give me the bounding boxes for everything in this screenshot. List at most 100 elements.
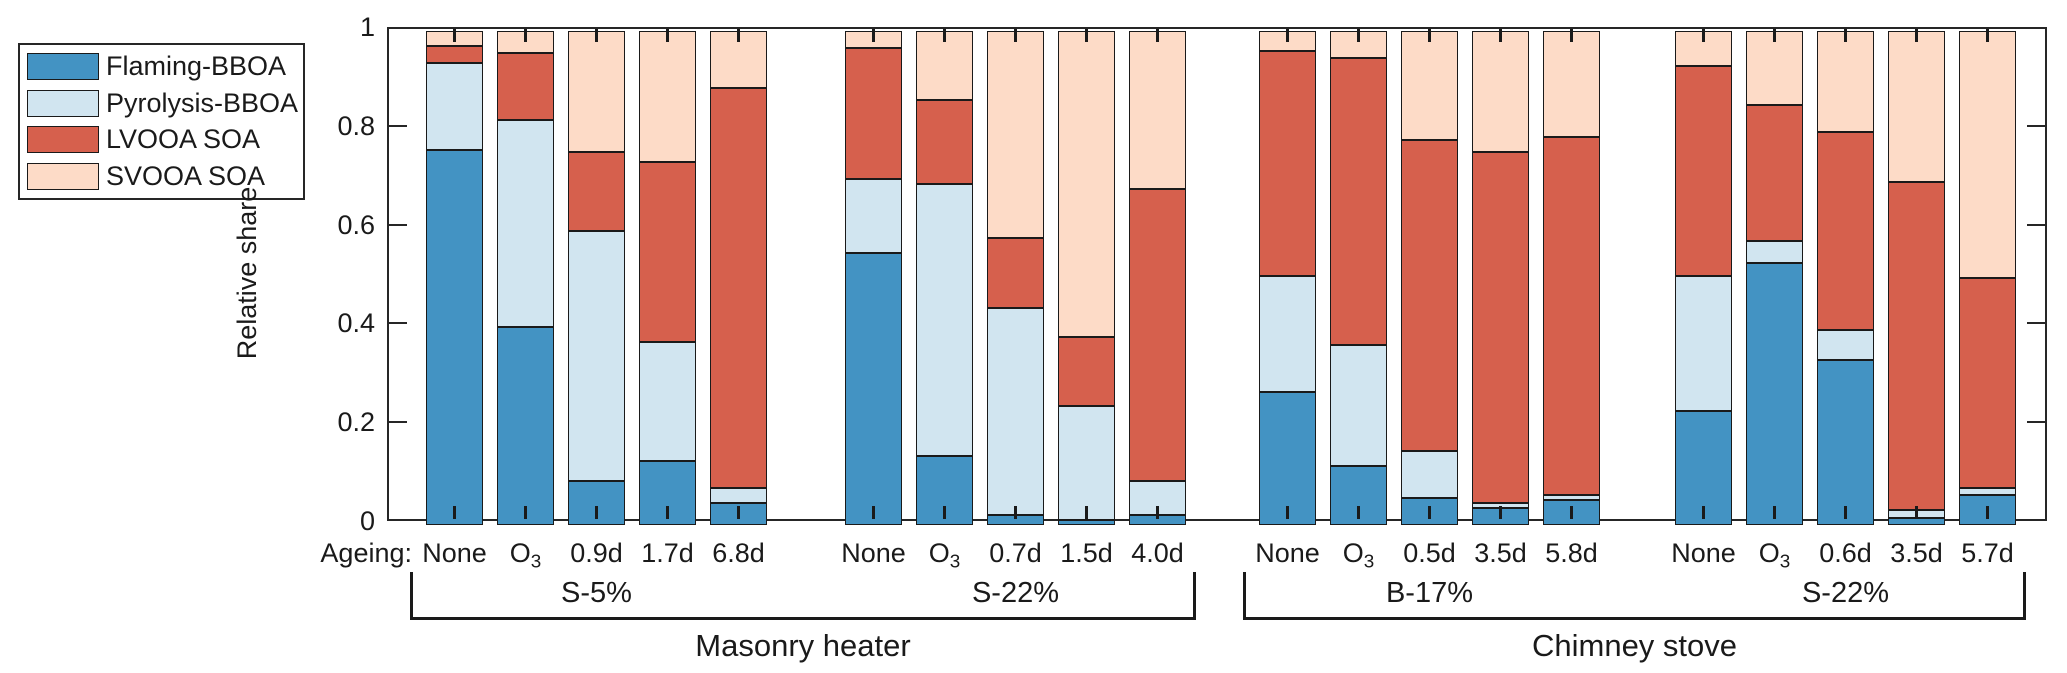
x-tick-mark-bottom (1773, 506, 1776, 519)
legend-label: Flaming-BBOA (106, 51, 287, 82)
x-tick-mark-top (453, 29, 456, 42)
x-tick-mark-top (1156, 29, 1159, 42)
pyrolysis-bboa-swatch (27, 89, 99, 117)
bar-segment-lvooa-soa (1817, 132, 1874, 330)
bar-segment-lvooa-soa (916, 100, 973, 185)
bar-segment-pyrolysis-bboa (1058, 406, 1115, 521)
stacked-bar (1129, 29, 1186, 525)
bar-segment-lvooa-soa (1330, 58, 1387, 345)
bar-segment-lvooa-soa (1401, 139, 1458, 451)
bar-segment-pyrolysis-bboa (1259, 275, 1316, 392)
x-tick-mark-bottom (1986, 506, 1989, 519)
x-tick-mark-top (943, 29, 946, 42)
x-tick-mark-top (1428, 29, 1431, 42)
bar-segment-lvooa-soa (987, 238, 1044, 308)
x-tick-mark-bottom (943, 506, 946, 519)
x-tick-mark-top (1773, 29, 1776, 42)
x-tick-mark-top (1915, 29, 1918, 42)
bracket-cap-left (1243, 572, 1246, 620)
legend-item: Flaming-BBOA (20, 52, 303, 81)
bar-segment-svooa-soa (1330, 31, 1387, 59)
bar-segment-pyrolysis-bboa (987, 307, 1044, 516)
x-tick-label: None (1255, 538, 1320, 568)
x-tick-mark-bottom (1428, 506, 1431, 519)
x-tick-mark-bottom (453, 506, 456, 519)
ageing-prefix-label: Ageing: (320, 538, 412, 568)
y-tick-mark-left (389, 223, 407, 226)
legend-item: Pyrolysis-BBOA (20, 88, 303, 118)
x-tick-label: None (1671, 538, 1736, 568)
bar-segment-pyrolysis-bboa (1675, 275, 1732, 412)
x-tick-mark-bottom (1499, 506, 1502, 519)
bracket-cap-left (410, 572, 413, 620)
bar-segment-svooa-soa (1401, 31, 1458, 140)
x-tick-label: O3 (1342, 538, 1375, 573)
bar-segment-lvooa-soa (497, 53, 554, 120)
stacked-bar (916, 29, 973, 525)
y-tick-mark-left (389, 322, 407, 325)
x-tick-label: 5.7d (1961, 538, 2014, 568)
bar-segment-lvooa-soa (1543, 137, 1600, 496)
x-tick-mark-top (666, 29, 669, 42)
fuel-group-label: B-17% (1385, 577, 1474, 609)
fuel-group-label: S-22% (971, 577, 1060, 609)
y-tick-mark-left (389, 421, 407, 424)
bar-segment-flaming-bboa (1746, 263, 1803, 525)
stacked-bar (1959, 29, 2016, 525)
bar-segment-pyrolysis-bboa (845, 179, 902, 254)
x-tick-label: 0.7d (989, 538, 1042, 568)
bar-segment-lvooa-soa (1058, 337, 1115, 407)
bar-segment-flaming-bboa (1259, 391, 1316, 525)
bar-segment-lvooa-soa (1129, 189, 1186, 481)
bar-segment-flaming-bboa (568, 480, 625, 525)
bar-segment-svooa-soa (1959, 31, 2016, 278)
x-tick-label: 0.5d (1403, 538, 1456, 568)
bar-segment-pyrolysis-bboa (639, 342, 696, 461)
stacked-bar (710, 29, 767, 525)
stacked-bar (987, 29, 1044, 525)
stacked-bar (1675, 29, 1732, 525)
x-tick-mark-bottom (1570, 506, 1573, 519)
bar-segment-lvooa-soa (426, 45, 483, 64)
bar-segment-pyrolysis-bboa (916, 184, 973, 456)
x-tick-mark-bottom (1156, 506, 1159, 519)
bar-segment-lvooa-soa (845, 48, 902, 180)
x-tick-mark-top (1570, 29, 1573, 42)
x-tick-mark-top (524, 29, 527, 42)
stacked-bar (1746, 29, 1803, 525)
y-tick-label: 0 (359, 506, 375, 536)
x-tick-label: 3.5d (1474, 538, 1527, 568)
lvooa-soa-swatch (27, 126, 99, 154)
bracket-line (1243, 617, 2026, 620)
bracket-line (410, 617, 1196, 620)
stacked-bar (497, 29, 554, 525)
bar-segment-svooa-soa (1058, 31, 1115, 338)
bar-segment-svooa-soa (1129, 31, 1186, 190)
x-tick-mark-bottom (1014, 506, 1017, 519)
y-tick-label: 0.8 (337, 110, 375, 141)
bar-segment-lvooa-soa (1675, 65, 1732, 276)
bar-segment-svooa-soa (1746, 31, 1803, 106)
y-tick-mark-left (389, 124, 407, 127)
y-tick-label: 0.2 (337, 407, 375, 438)
bar-segment-pyrolysis-bboa (568, 231, 625, 481)
x-tick-mark-top (1499, 29, 1502, 42)
bar-segment-lvooa-soa (639, 161, 696, 343)
svooa-soa-swatch (27, 162, 99, 190)
bar-segment-pyrolysis-bboa (710, 487, 767, 503)
y-tick-mark-right (2027, 223, 2045, 226)
x-tick-mark-bottom (1357, 506, 1360, 519)
x-tick-label: 0.6d (1819, 538, 1872, 568)
bar-segment-svooa-soa (987, 31, 1044, 239)
bar-segment-svooa-soa (568, 31, 625, 153)
stacked-bar (1543, 29, 1600, 525)
x-tick-label: 6.8d (712, 538, 765, 568)
y-tick-label: 0.4 (337, 308, 375, 339)
bar-segment-svooa-soa (1472, 31, 1529, 153)
x-tick-label: O3 (1758, 538, 1791, 573)
x-tick-mark-top (1085, 29, 1088, 42)
x-tick-mark-top (1986, 29, 1989, 42)
bar-segment-lvooa-soa (1888, 181, 1945, 511)
stacked-bar (845, 29, 902, 525)
bracket-cap-right (2023, 572, 2026, 620)
